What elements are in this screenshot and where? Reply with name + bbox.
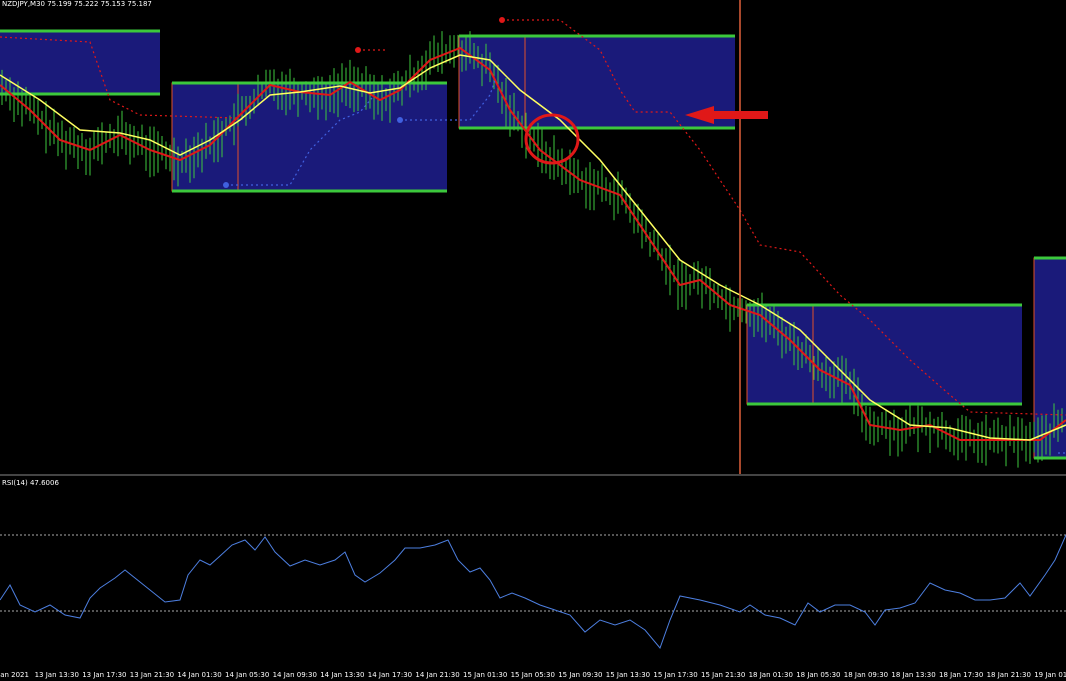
time-label: 13 Jan 13:30 — [35, 671, 79, 679]
red-dots — [0, 19, 1066, 416]
red-dot — [355, 47, 361, 53]
time-label: 13 Jan 17:30 — [82, 671, 126, 679]
yellow-ma — [0, 54, 1066, 441]
time-label: 18 Jan 09:30 — [844, 671, 888, 679]
time-label: 15 Jan 21:30 — [701, 671, 745, 679]
time-label: 14 Jan 21:30 — [415, 671, 459, 679]
arrow-head — [685, 106, 714, 124]
red-dot — [499, 17, 505, 23]
box — [747, 305, 1022, 404]
blue-dot-line — [226, 97, 373, 186]
red-ma — [0, 46, 1066, 441]
blue-dots — [226, 79, 1066, 454]
rsi-line — [0, 534, 1066, 649]
red-dot-line — [0, 36, 239, 119]
blue-dot — [223, 182, 229, 188]
time-label: 19 Jan 01:30 — [1034, 671, 1066, 679]
arrow — [685, 106, 768, 124]
time-label: 14 Jan 09:30 — [273, 671, 317, 679]
red-dot-line — [502, 19, 1066, 416]
blue-dot-line — [400, 79, 496, 121]
symbol-info: NZDJPY,M30 75.199 75.222 75.153 75.187 — [2, 0, 152, 8]
time-label: 18 Jan 05:30 — [796, 671, 840, 679]
box — [459, 36, 735, 128]
arrow-shaft — [712, 111, 768, 119]
time-label: 15 Jan 05:30 — [511, 671, 555, 679]
time-label: 15 Jan 17:30 — [653, 671, 697, 679]
indicator-label: RSI(14) 47.6006 — [2, 479, 59, 487]
time-label: 18 Jan 17:30 — [939, 671, 983, 679]
box — [0, 31, 160, 94]
time-label: 18 Jan 21:30 — [987, 671, 1031, 679]
boxes — [0, 29, 1066, 460]
time-label: 14 Jan 17:30 — [368, 671, 412, 679]
highlight-circle — [524, 113, 580, 165]
time-label: 13 Jan 21:30 — [130, 671, 174, 679]
time-label: 15 Jan 01:30 — [463, 671, 507, 679]
time-label: 15 Jan 13:30 — [606, 671, 650, 679]
time-label: 15 Jan 09:30 — [558, 671, 602, 679]
time-label: 14 Jan 13:30 — [320, 671, 364, 679]
blue-dot — [397, 117, 403, 123]
time-label: 14 Jan 05:30 — [225, 671, 269, 679]
time-label: 14 Jan 01:30 — [177, 671, 221, 679]
time-label: 18 Jan 13:30 — [891, 671, 935, 679]
time-label: 13 Jan 2021 — [0, 671, 29, 679]
time-label: 18 Jan 01:30 — [749, 671, 793, 679]
